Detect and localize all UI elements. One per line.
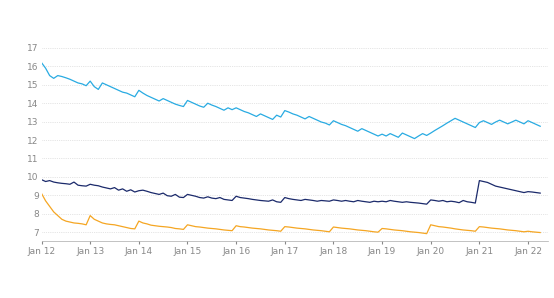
Legend: Tankers, Bulk and general cargo, Container: Tankers, Bulk and general cargo, Contain… bbox=[144, 296, 446, 298]
Text: Figure 4.32   CO₂ emission intensity by vessel type, monthly, gram per ton-mile: Figure 4.32 CO₂ emission intensity by ve… bbox=[7, 14, 404, 24]
